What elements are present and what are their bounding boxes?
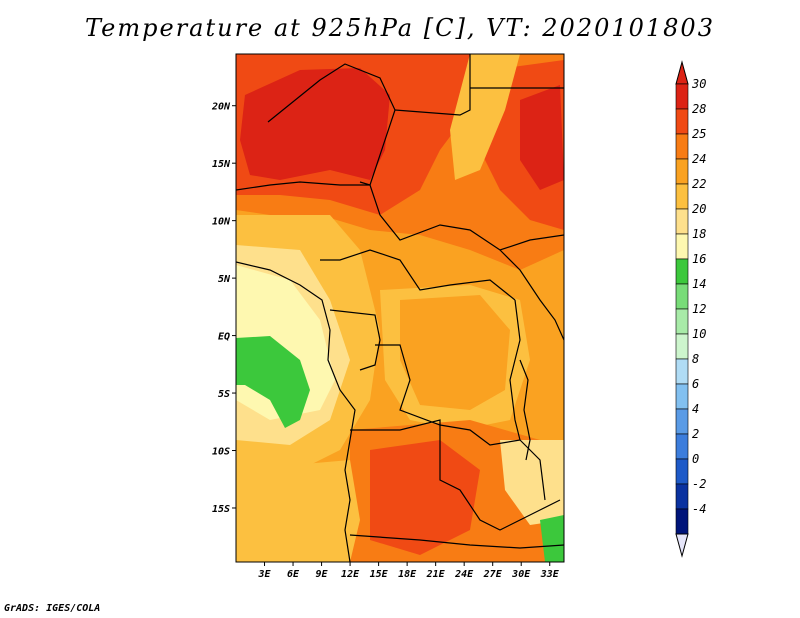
- colorbar-swatch: [675, 208, 689, 235]
- colorbar-swatch: [675, 108, 689, 135]
- colorbar-label: 30: [691, 77, 706, 91]
- border-north-1: [267, 63, 396, 186]
- border-east-north: [499, 249, 564, 341]
- colorbar-label: 25: [692, 127, 706, 141]
- colorbar-label: 28: [692, 102, 706, 116]
- longitude-axis: 3E 6E 9E 12E 15E 18E 21E 24E 27E 30E 33E: [257, 562, 560, 580]
- border-central-1: [320, 249, 516, 301]
- field-east-core: [520, 85, 564, 190]
- field-southeast-green: [540, 515, 564, 562]
- colorbar-label: 12: [692, 302, 706, 316]
- colorbar-label: 8: [692, 352, 699, 366]
- border-sahel: [236, 181, 564, 251]
- colorbar-swatch: [675, 258, 689, 285]
- lat-tick-label: 10N: [212, 217, 231, 228]
- colorbar-swatch: [675, 358, 689, 385]
- coastline-west: [236, 261, 356, 562]
- colorbar-swatch: [675, 133, 689, 160]
- colorbar-swatch: [675, 308, 689, 335]
- colorbar-swatch: [675, 433, 689, 460]
- field-ocean-green: [236, 336, 310, 428]
- colorbar-swatch: [675, 508, 689, 535]
- colorbar-label: 6: [692, 377, 699, 391]
- border-south-1: [350, 419, 561, 531]
- map-title: Temperature at 925hPa [C], VT: 202010180…: [85, 14, 715, 42]
- lon-tick-label: 33E: [540, 569, 560, 580]
- lon-tick-label: 15E: [370, 569, 389, 580]
- field-northeast-cool: [450, 54, 520, 180]
- colorbar-label: 2: [692, 427, 699, 441]
- colorbar-swatch: [675, 183, 689, 210]
- lon-tick-label: 27E: [483, 569, 503, 580]
- border-north-2: [394, 54, 471, 116]
- colorbar-swatch: [675, 283, 689, 310]
- border-central-2: [329, 309, 381, 371]
- border-south-2: [349, 534, 564, 549]
- lat-tick-label: 15N: [212, 159, 231, 170]
- lat-tick-label: 20N: [211, 102, 231, 113]
- lon-tick-label: 6E: [287, 569, 300, 580]
- colorbar-label: 14: [692, 277, 706, 291]
- lon-tick-label: 12E: [341, 569, 360, 580]
- lon-tick-label: 24E: [454, 569, 474, 580]
- colorbar-label: 18: [692, 227, 706, 241]
- lake-east: [519, 359, 531, 461]
- temperature-field: [236, 54, 564, 562]
- lat-tick-label: 5S: [218, 389, 230, 400]
- colorbar-swatch: [675, 158, 689, 185]
- colorbar-swatch: [675, 83, 689, 110]
- colorbar-top-arrow: [675, 60, 689, 85]
- colorbar-label: 10: [692, 327, 706, 341]
- colorbar-swatch: [675, 408, 689, 435]
- colorbar-label: -2: [692, 477, 706, 491]
- colorbar-label: 24: [692, 152, 706, 166]
- country-borders: [236, 54, 564, 562]
- colorbar-label: 22: [692, 177, 706, 191]
- colorbar-bottom-arrow: [675, 533, 689, 558]
- lat-tick-label: 15S: [212, 504, 230, 515]
- colorbar-label: -4: [692, 502, 706, 516]
- lon-tick-label: 18E: [398, 569, 417, 580]
- lon-tick-label: 30E: [511, 569, 531, 580]
- border-congo: [375, 344, 521, 446]
- latitude-axis: 20N 15N 10N 5N EQ 5S 10S 15S: [211, 102, 236, 515]
- lon-tick-label: 3E: [257, 569, 271, 580]
- colorbar-swatch: [675, 458, 689, 485]
- colorbar-label: 0: [692, 452, 699, 466]
- colorbar-swatch: [675, 383, 689, 410]
- border-east: [509, 299, 546, 501]
- field-southeast-pale: [500, 440, 564, 525]
- footer-credit: GrADS: IGES/COLA: [4, 603, 101, 614]
- field-south-hot: [370, 440, 480, 555]
- lon-tick-label: 9E: [316, 569, 329, 580]
- lat-tick-label: 10S: [212, 447, 230, 458]
- field-congo-light-orange: [400, 295, 510, 410]
- colorbar-label: 16: [692, 252, 706, 266]
- field-southwest-gold: [236, 460, 360, 562]
- colorbar-swatch: [675, 333, 689, 360]
- colorbar-swatch: [675, 233, 689, 260]
- colorbar-label: 4: [692, 402, 699, 416]
- lat-tick-label: EQ: [218, 332, 230, 343]
- map-frame: [235, 53, 565, 563]
- lon-tick-label: 21E: [426, 569, 446, 580]
- colorbar-swatch: [675, 483, 689, 510]
- colorbar-label: 20: [692, 202, 706, 216]
- field-sahara-core: [240, 68, 390, 180]
- lat-tick-label: 5N: [218, 274, 231, 285]
